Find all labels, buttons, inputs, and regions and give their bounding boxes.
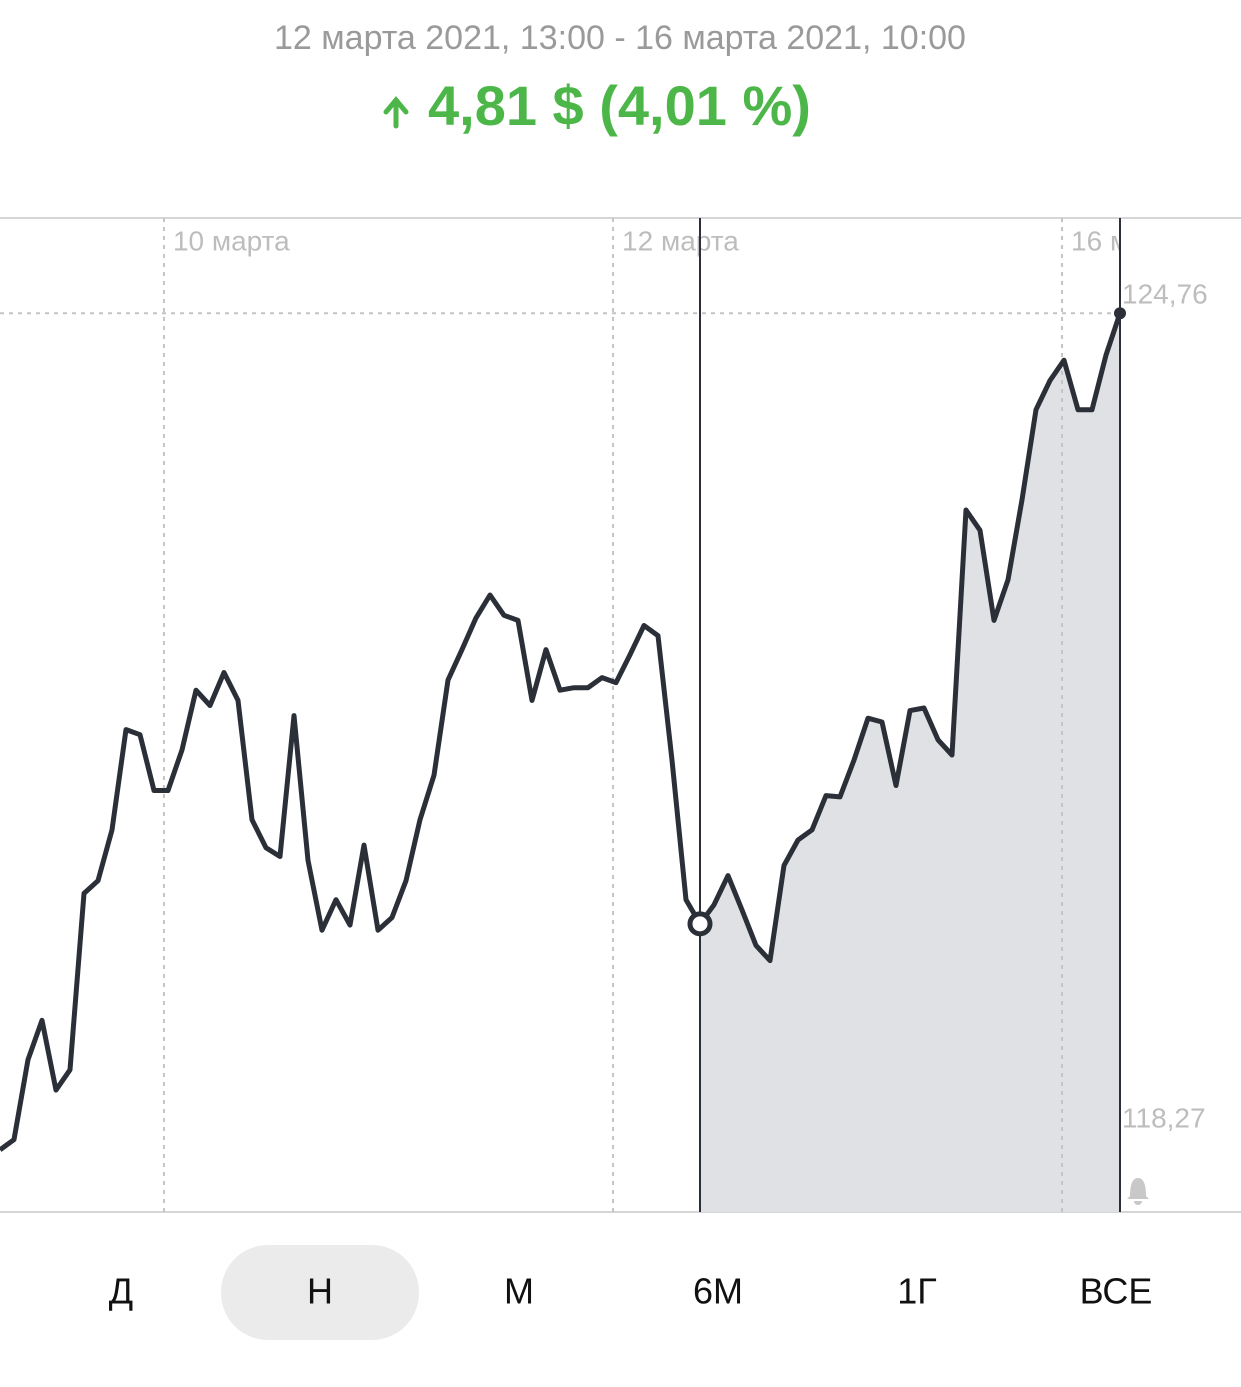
change-group: 4,81 $ (4,01 %): [383, 74, 811, 137]
selection-end-marker: [1114, 307, 1126, 320]
period-button[interactable]: Н: [307, 1271, 333, 1312]
active-period-pill: [221, 1245, 419, 1340]
period-button[interactable]: М: [504, 1271, 534, 1312]
change-text: 4,81 $ (4,01 %): [428, 74, 811, 137]
x-tick-label: 10 марта: [173, 225, 290, 256]
period-buttons: Д Н М 6М 1Г ВСЕ: [109, 1271, 1153, 1312]
period-text: 12 марта 2021, 13:00 - 16 марта 2021, 10…: [274, 19, 966, 57]
x-tick-label: 12 марта: [622, 225, 739, 256]
x-tick-label: 16 марта: [1071, 225, 1188, 256]
plot: 10 марта 12 марта 16 марта 124,76 118,27: [0, 218, 1208, 1213]
selection-start-marker: [687, 911, 713, 937]
price-line: [0, 312, 1123, 1152]
period-button[interactable]: 1Г: [897, 1271, 937, 1312]
y-tick-label: 118,27: [1122, 1102, 1206, 1133]
bell-icon: [1127, 1178, 1149, 1205]
y-tick-label: 124,76: [1122, 279, 1208, 310]
period-button[interactable]: 6М: [693, 1271, 743, 1312]
period-button[interactable]: Д: [109, 1271, 133, 1312]
up-arrow: [383, 96, 409, 129]
highlight-area: [700, 313, 1120, 1213]
period-button[interactable]: ВСЕ: [1080, 1271, 1153, 1312]
